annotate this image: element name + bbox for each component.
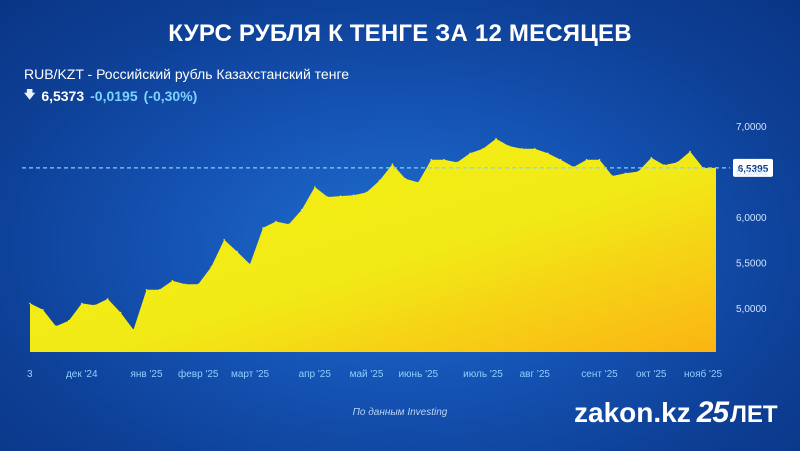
y-tick-label: 6,0000 [736, 213, 767, 224]
data-point [637, 170, 640, 173]
data-point [650, 157, 653, 159]
data-point [132, 329, 135, 331]
data-point [93, 304, 96, 307]
x-tick-label: июнь '25 [398, 369, 438, 380]
data-point [624, 172, 627, 175]
data-point [521, 148, 523, 150]
x-tick-label: февр '25 [178, 368, 219, 380]
brand-age: 25 [696, 396, 729, 429]
current-value-label: 6,5395 [738, 164, 769, 175]
x-tick-label: сент '25 [581, 369, 618, 380]
data-point [585, 158, 588, 161]
current-value-badge [733, 158, 773, 177]
brand-suffix: ЛЕТ [730, 401, 778, 428]
data-point [352, 194, 355, 196]
brand-logo: zakon.kz 25 ЛЕТ [574, 396, 778, 430]
data-point [158, 289, 161, 291]
data-point [262, 227, 264, 229]
x-tick-label: авг '25 [520, 369, 551, 380]
page-title: КУРС РУБЛЯ К ТЕНГЕ ЗА 12 МЕСЯЦЕВ [168, 20, 632, 47]
x-tick-label: апр '25 [299, 369, 332, 380]
data-point [689, 150, 691, 153]
data-point [29, 302, 31, 305]
data-point [301, 208, 303, 211]
data-point [249, 263, 251, 266]
data-point [676, 161, 678, 164]
data-point [572, 166, 575, 168]
arrow-down-icon: 🡇 [24, 89, 36, 101]
x-tick-label: янв '25 [130, 369, 162, 380]
x-tick-label: май '25 [350, 369, 384, 380]
brand-name: zakon.kz [574, 397, 691, 428]
data-point [184, 283, 187, 286]
data-point [430, 158, 433, 161]
x-tick-label: 3 [27, 369, 33, 380]
data-point [288, 223, 290, 226]
data-point [119, 311, 122, 314]
data-point [663, 164, 665, 166]
data-point [68, 319, 70, 322]
current-price: 6,5373 [41, 87, 85, 104]
data-point [106, 298, 109, 300]
data-point [326, 196, 329, 198]
data-point [508, 145, 510, 147]
data-point [378, 179, 381, 182]
data-point [42, 309, 44, 311]
data-point [223, 239, 225, 241]
data-point [275, 220, 277, 223]
data-point [365, 191, 368, 194]
y-tick-label: 5,0000 [736, 304, 767, 315]
x-tick-label: окт '25 [636, 369, 667, 380]
data-point [55, 325, 57, 328]
data-point [482, 148, 484, 150]
y-tick-label: 7,0000 [736, 122, 767, 133]
data-point [81, 302, 83, 305]
price-quote: 🡇 6,5373 -0,0195 (-0,30%) [24, 86, 197, 105]
data-point [197, 283, 200, 286]
data-point [314, 186, 316, 188]
data-point [559, 158, 562, 161]
data-point [495, 137, 497, 140]
data-point [534, 148, 536, 150]
data-point [236, 250, 238, 253]
data-point [145, 289, 148, 291]
instrument-pair-label: RUB/KZT - Российский рубль Казахстанский… [24, 66, 350, 82]
data-point [339, 195, 342, 197]
series-area-rub-kzt [30, 138, 716, 352]
data-point [417, 181, 420, 184]
data-point [391, 163, 394, 165]
data-point [456, 161, 458, 164]
x-tick-label: нояб '25 [684, 368, 722, 380]
data-point [171, 279, 174, 282]
price-change: -0,0195 [90, 87, 138, 104]
data-point [611, 175, 614, 177]
data-point [210, 266, 212, 268]
x-tick-label: март '25 [231, 369, 270, 380]
data-point [443, 158, 446, 161]
y-tick-label: 5,5000 [736, 259, 767, 270]
data-point [404, 178, 407, 180]
x-tick-label: июль '25 [463, 369, 503, 380]
y-tick-label: 6,5000 [736, 168, 767, 179]
data-point [598, 158, 601, 161]
x-tick-label: дек '24 [66, 369, 98, 380]
price-change-percent: (-0,30%) [143, 87, 198, 104]
data-source-note: По данным Investing [352, 407, 448, 418]
data-point [546, 152, 549, 155]
data-point [469, 152, 471, 155]
